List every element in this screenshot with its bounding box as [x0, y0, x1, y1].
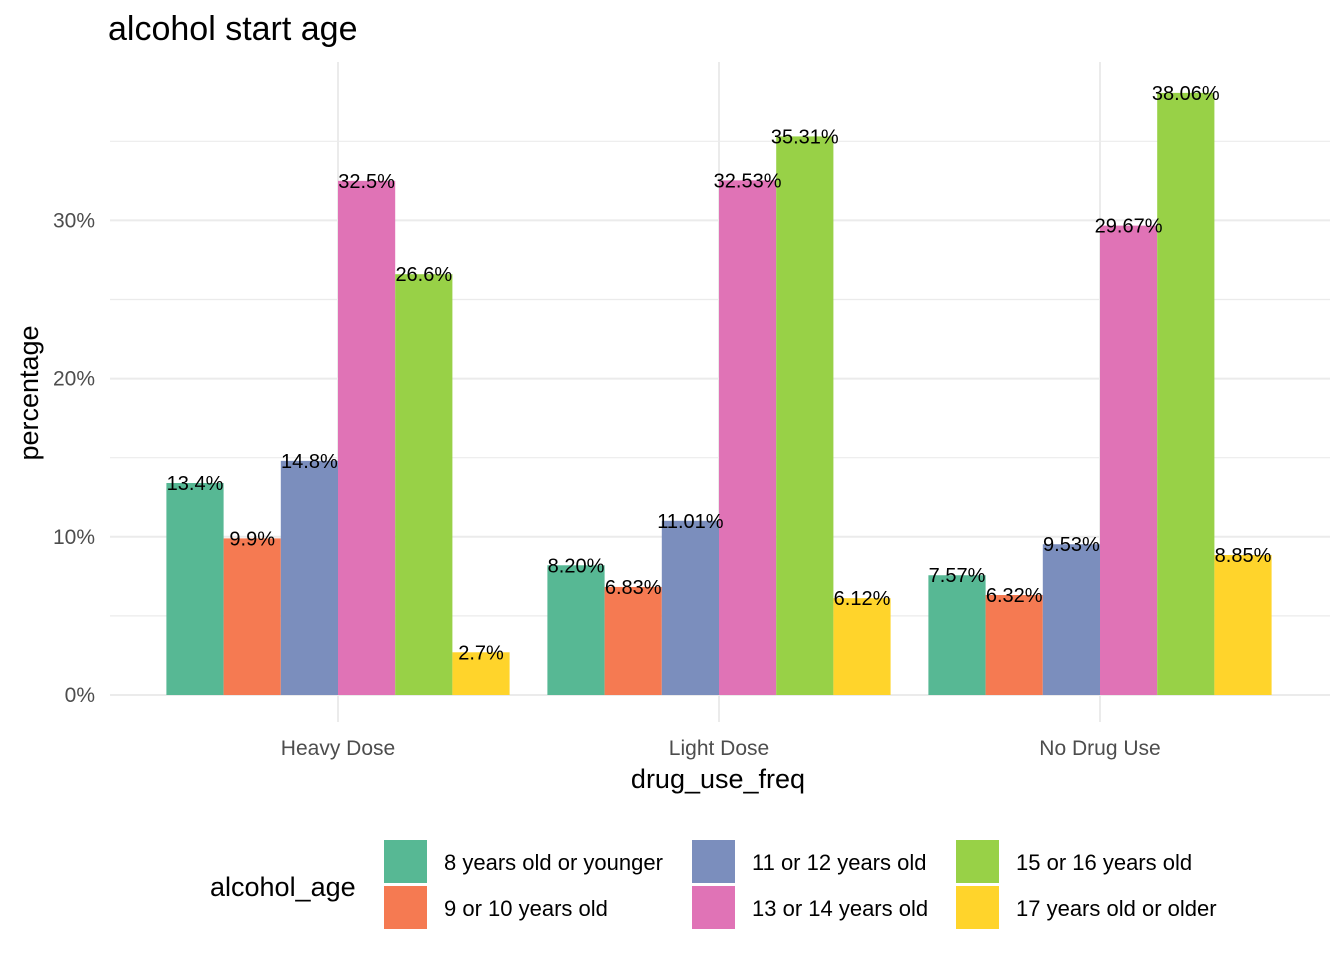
bar	[1157, 92, 1215, 695]
data-label: 9.9%	[229, 528, 275, 550]
data-label: 7.57%	[929, 565, 986, 587]
data-label: 6.32%	[986, 585, 1043, 607]
bar	[928, 575, 986, 695]
bar	[452, 652, 510, 695]
y-axis-ticks: 0% 10% 20% 30%	[53, 209, 95, 707]
bar	[776, 136, 834, 695]
data-label: 2.7%	[458, 642, 504, 664]
y-tick-label: 20%	[53, 368, 95, 391]
bar	[661, 520, 719, 695]
data-label: 14.8%	[281, 451, 338, 473]
data-labels-layer: 13.4% 9.9% 14.8% 32.5% 26.6% 2.7% 8.20%6.83% 11…	[167, 83, 1272, 664]
x-axis-title: drug_use_freq	[631, 764, 805, 794]
bar	[547, 565, 605, 695]
legend-swatch	[692, 840, 735, 883]
x-axis-ticks: Heavy Dose Light Dose No Drug Use	[281, 737, 1161, 760]
data-label: 11.01%	[657, 511, 724, 533]
bar	[985, 595, 1043, 695]
data-label: 13.4%	[167, 473, 224, 495]
bar	[223, 538, 281, 695]
data-label: 29.67%	[1095, 216, 1163, 238]
legend-label: 13 or 14 years old	[752, 896, 928, 921]
data-label: 32.53%	[714, 170, 782, 192]
legend-swatch	[692, 886, 735, 929]
bar	[1042, 544, 1100, 695]
legend-label: 8 years old or younger	[444, 850, 663, 875]
data-label: 38.06%	[1152, 83, 1220, 105]
legend-label: 9 or 10 years old	[444, 896, 608, 921]
data-label: 8.85%	[1215, 545, 1272, 567]
data-label: 26.6%	[395, 264, 452, 286]
legend: alcohol_age 8 years old or younger 9 or 1…	[210, 840, 1217, 929]
y-tick-label: 10%	[53, 526, 95, 549]
legend-label: 15 or 16 years old	[1016, 850, 1192, 875]
legend-swatch	[384, 840, 427, 883]
legend-label: 17 years old or older	[1016, 896, 1217, 921]
legend-swatch	[384, 886, 427, 929]
y-tick-label: 30%	[53, 209, 95, 232]
bar	[604, 586, 662, 695]
data-label: 32.5%	[338, 171, 395, 193]
chart-title: alcohol start age	[108, 10, 358, 48]
bars-layer	[166, 92, 1272, 696]
data-label: 6.83%	[605, 577, 662, 599]
data-label: 6.12%	[834, 588, 891, 610]
bar	[1100, 225, 1158, 695]
bar	[280, 460, 338, 695]
legend-label: 11 or 12 years old	[752, 850, 926, 875]
y-tick-label: 0%	[65, 684, 95, 707]
legend-title: alcohol_age	[210, 872, 356, 902]
bar	[166, 483, 224, 695]
bar	[338, 180, 396, 696]
x-tick-label: Heavy Dose	[281, 737, 395, 760]
y-axis-title: percentage	[14, 325, 44, 460]
x-tick-label: No Drug Use	[1039, 737, 1160, 760]
bar	[395, 274, 453, 695]
legend-swatch	[956, 886, 999, 929]
x-tick-label: Light Dose	[669, 737, 769, 760]
bar	[719, 180, 777, 696]
data-label: 35.31%	[771, 126, 839, 148]
bar	[833, 598, 891, 695]
data-label: 8.20%	[548, 555, 605, 577]
data-label: 9.53%	[1043, 534, 1100, 556]
bar	[1214, 554, 1272, 695]
legend-swatch	[956, 840, 999, 883]
